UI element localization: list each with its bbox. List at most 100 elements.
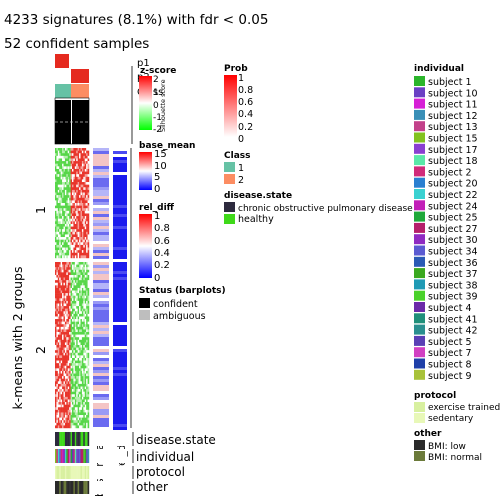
heatmap-cell (59, 290, 61, 294)
base-mean-cell (93, 172, 109, 175)
legend-individual-item: subject 10 (428, 88, 478, 99)
heatmap-cell (83, 216, 85, 219)
heatmap-cell (62, 329, 64, 333)
heatmap-cell (86, 244, 88, 248)
heatmap-cell (67, 290, 70, 294)
heatmap-cell (57, 417, 60, 421)
heatmap-cell (55, 223, 57, 227)
heatmap-cell (83, 345, 85, 348)
heatmap-cell (70, 389, 73, 392)
heatmap-cell (67, 404, 70, 408)
heatmap-cell (76, 396, 78, 400)
heatmap-cell (83, 252, 85, 256)
heatmap-cell (76, 174, 78, 178)
heatmap-cell (83, 417, 85, 421)
heatmap-cell (55, 407, 57, 411)
heatmap-cell (77, 389, 80, 392)
heatmap-cell (56, 422, 59, 426)
heatmap-cell (67, 347, 70, 351)
heatmap-cell (62, 189, 64, 193)
heatmap-cell (87, 293, 90, 296)
legend-rel-diff-tick: 0.6 (154, 236, 170, 247)
heatmap-cell (64, 290, 67, 294)
disease-state-cell (72, 432, 74, 446)
legend-zscore: z-score 2 1 0 -1 -2 Silhouette score (139, 66, 176, 135)
heatmap-cell (62, 179, 64, 183)
heatmap-cell (86, 409, 88, 413)
heatmap-cell (84, 285, 87, 289)
heatmap-cell (72, 422, 74, 426)
heatmap-cell (69, 210, 71, 214)
heatmap-cell (86, 295, 88, 299)
rel-diff-cell (113, 304, 127, 307)
heatmap-cell (86, 415, 88, 418)
heatmap-cell (86, 381, 88, 385)
heatmap-cell (70, 303, 73, 307)
heatmap-cell (59, 376, 61, 379)
heatmap-cell (70, 368, 73, 372)
heatmap-cell (64, 347, 67, 351)
heatmap-cell (79, 277, 81, 281)
heatmap-cell (59, 163, 61, 167)
heatmap-cell (81, 176, 84, 180)
heatmap-cell (84, 404, 87, 408)
heatmap-cell (84, 412, 87, 416)
heatmap-cell (86, 221, 88, 225)
heatmap-cell (64, 422, 67, 426)
heatmap-cell (84, 339, 87, 343)
base-mean-cell (93, 412, 109, 415)
heatmap-cell (64, 417, 67, 421)
heatmap-cell (55, 255, 57, 259)
heatmap-cell (77, 280, 80, 283)
heatmap-cell (77, 208, 80, 212)
heatmap-cell (56, 163, 59, 167)
heatmap-cell (64, 158, 67, 162)
heatmap-cell (87, 244, 90, 248)
heatmap-cell (72, 399, 74, 403)
heatmap-cell (86, 247, 88, 251)
heatmap-cell (79, 208, 81, 212)
heatmap-cell (87, 272, 90, 276)
heatmap-cell (57, 425, 60, 429)
heatmap-cell (69, 218, 71, 222)
heatmap-cell (66, 189, 68, 193)
heatmap-cell (81, 197, 84, 201)
heatmap-cell (86, 422, 88, 426)
heatmap-cell (70, 313, 73, 317)
heatmap-cell (72, 208, 74, 212)
heatmap-cell (62, 208, 64, 212)
protocol-cell (59, 466, 61, 479)
heatmap-cell (56, 272, 59, 276)
heatmap-cell (55, 231, 57, 235)
heatmap-cell (86, 174, 88, 178)
heatmap-cell (72, 274, 74, 278)
heatmap-cell (66, 399, 68, 403)
heatmap-cell (55, 277, 57, 281)
heatmap-cell (76, 168, 78, 172)
heatmap-cell (59, 420, 61, 424)
legend-class-swatch (224, 162, 235, 172)
heatmap-cell (63, 389, 66, 392)
base-mean-cell (93, 229, 109, 232)
base-mean-cell (93, 244, 109, 247)
heatmap-cell (80, 342, 83, 346)
heatmap-cell (56, 404, 59, 408)
heatmap-cell (72, 311, 74, 315)
rel-diff-cell (113, 199, 127, 202)
heatmap-cell (72, 321, 74, 325)
heatmap-cell (62, 269, 64, 273)
heatmap-cell (74, 176, 77, 180)
heatmap-cell (87, 239, 90, 243)
heatmap-cell (70, 319, 73, 322)
rel-diff-cell (113, 328, 127, 331)
heatmap-cell (84, 321, 87, 325)
legend-disease-state: disease.state chronic obstructive pulmon… (224, 191, 413, 225)
heatmap-cell (79, 255, 81, 259)
heatmap-cell (63, 326, 66, 330)
heatmap-cell (81, 415, 84, 418)
base-mean-cell (93, 226, 109, 229)
heatmap-cell (74, 187, 77, 191)
rel-diff-cell (113, 397, 127, 400)
heatmap-cell (70, 350, 73, 353)
heatmap-cell (59, 148, 61, 151)
